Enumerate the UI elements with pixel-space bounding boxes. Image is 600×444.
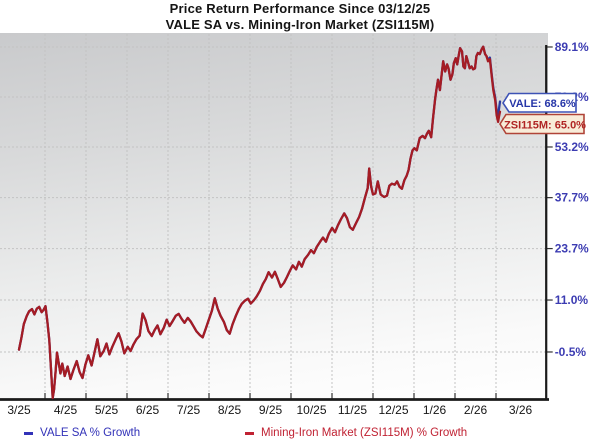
x-tick-label: 2/26 xyxy=(464,403,488,417)
axes xyxy=(0,45,549,401)
x-tick-label: 3/25 xyxy=(7,403,31,417)
y-tick-label: 37.7% xyxy=(555,191,589,205)
y-tick-label: 11.0% xyxy=(555,293,589,307)
x-tick-label: 7/25 xyxy=(177,403,201,417)
gridlines xyxy=(0,34,553,399)
x-tick-label: 5/25 xyxy=(95,403,119,417)
y-tick-label: 89.1% xyxy=(555,40,589,54)
legend-item-zsi115m: Mining-Iron Market (ZSI115M) % Growth xyxy=(245,427,467,439)
zsi115m-line-swatch-icon xyxy=(245,431,254,435)
x-tick-label: 10/25 xyxy=(296,403,326,417)
vale-badge xyxy=(502,92,577,113)
x-tick-label: 3/26 xyxy=(509,403,533,417)
zsi115m-badge-label: ZSI115M: 65.0% xyxy=(504,120,586,132)
end-value-badges: VALE: 68.6% ZSI115M: 65.0% xyxy=(499,92,586,135)
x-tick-label: 1/26 xyxy=(423,403,447,417)
x-tick-label: 6/25 xyxy=(136,403,160,417)
vale-line-swatch-icon xyxy=(24,431,33,435)
chart-title: Price Return Performance Since 03/12/25 xyxy=(169,1,431,16)
legend-label-vale: VALE SA % Growth xyxy=(40,427,141,439)
legend: VALE SA % Growth Mining-Iron Market (ZSI… xyxy=(0,427,600,443)
y-tick-label: -0.5% xyxy=(555,345,587,359)
x-tick-label: 8/25 xyxy=(218,403,242,417)
vale-badge-label: VALE: 68.6% xyxy=(509,98,576,110)
legend-label-zsi115m: Mining-Iron Market (ZSI115M) % Growth xyxy=(261,427,468,439)
y-tick-label: 53.2% xyxy=(555,140,589,154)
chart-title-block: Price Return Performance Since 03/12/25 … xyxy=(0,1,600,33)
tick-labels: 89.1%70.2%53.2%37.7%23.7%11.0%-0.5%3/254… xyxy=(7,40,589,417)
vale-line xyxy=(17,45,502,400)
zsi115m-line xyxy=(17,45,502,400)
x-tick-label: 11/25 xyxy=(338,403,367,417)
zsi115m-badge xyxy=(499,113,585,135)
x-tick-label: 9/25 xyxy=(259,403,283,417)
series-lines xyxy=(17,45,502,400)
x-tick-label: 4/25 xyxy=(54,403,78,417)
legend-item-vale: VALE SA % Growth xyxy=(24,427,140,439)
y-tick-label: 23.7% xyxy=(555,242,589,256)
plot-area xyxy=(0,33,548,400)
chart-subtitle: VALE SA vs. Mining-Iron Market (ZSI115M) xyxy=(165,17,435,32)
x-tick-label: 12/25 xyxy=(378,403,408,417)
